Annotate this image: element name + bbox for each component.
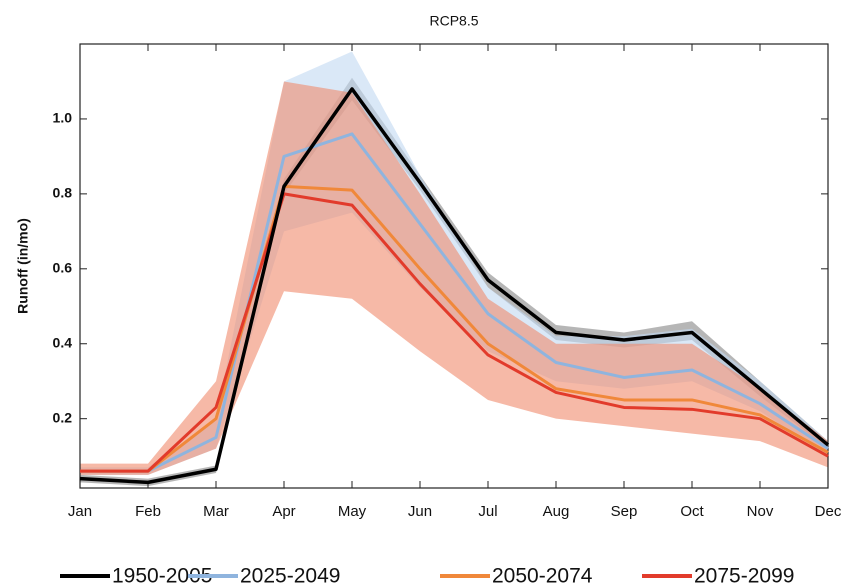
x-tick-label: Nov (747, 503, 774, 520)
legend-item: 2025-2049 (188, 565, 340, 588)
x-tick-label: Sep (611, 503, 638, 520)
series-line (80, 184, 829, 473)
x-tick-label: Dec (815, 503, 842, 520)
legend-label: 1950-2005 (112, 565, 212, 588)
legend-item: 1950-2005 (60, 565, 212, 588)
legend-label: 2075-2099 (694, 565, 794, 588)
y-tick-label: 0.2 (53, 409, 73, 425)
x-tick-label: Jul (478, 503, 497, 520)
x-tick-label: Feb (135, 503, 161, 520)
plot-frame (79, 43, 829, 489)
x-tick-label: Jun (408, 503, 432, 520)
x-tick-label: Jan (68, 503, 92, 520)
x-tick-label: Mar (203, 503, 229, 520)
series-line (79, 87, 830, 485)
chart-title: RCP8.5 (429, 13, 478, 29)
y-tick-label: 0.8 (53, 185, 73, 201)
x-tick-label: May (338, 503, 367, 520)
y-tick-label: 1.0 (53, 110, 73, 126)
legend-label: 2025-2049 (240, 565, 340, 588)
y-tick-label: 0.4 (53, 334, 73, 350)
legend-label: 2050-2074 (492, 565, 593, 588)
x-tick-label: Apr (272, 503, 295, 520)
legend-item: 2050-2074 (440, 565, 593, 588)
legend-item: 2075-2099 (642, 565, 794, 588)
y-tick-label: 0.6 (53, 260, 73, 276)
x-tick-label: Oct (680, 503, 704, 520)
series-line (80, 192, 829, 473)
series-line (80, 132, 829, 473)
x-tick-label: Aug (543, 503, 570, 520)
y-axis-label: Runoff (in/mo) (15, 218, 31, 314)
